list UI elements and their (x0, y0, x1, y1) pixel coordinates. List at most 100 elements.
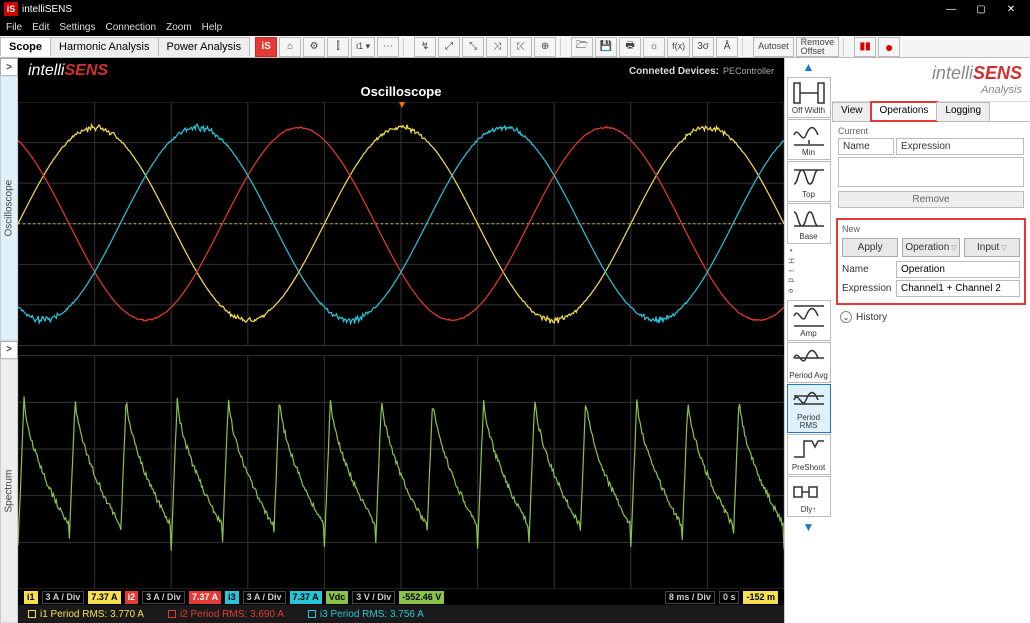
measure-preshoot[interactable]: PreShoot (787, 434, 831, 475)
toolbar-button[interactable]: ⫿ (327, 37, 349, 57)
measure-icon (791, 437, 827, 463)
toolbar-button[interactable]: ↯ (414, 37, 436, 57)
titlebar: iS intelliSENS — ▢ ✕ (0, 0, 1030, 18)
measure-top[interactable]: Top (787, 161, 831, 202)
measure-min[interactable]: Min (787, 119, 831, 160)
tab-scope[interactable]: Scope (0, 37, 51, 56)
toolbar-button[interactable]: Å (716, 37, 738, 57)
scope-title: Oscilloscope (18, 84, 784, 102)
measure-icon (791, 479, 827, 505)
rms-readout: i2 Period RMS: 3.690 A (168, 609, 284, 620)
scroll-down-icon[interactable]: ▼ (787, 518, 831, 536)
legend-chip[interactable]: Vdc (326, 591, 349, 604)
vtab-spectrum[interactable]: Spectrum (0, 359, 18, 623)
legend-chip[interactable]: i1 (24, 591, 38, 604)
measure-icon (791, 206, 827, 232)
legend-chip[interactable]: 7.37 A (290, 591, 322, 604)
apply-button[interactable]: Apply (842, 238, 898, 257)
expand-button-2[interactable]: > (0, 341, 18, 359)
measure-off-width[interactable]: Off Width (787, 77, 831, 118)
toolbar-button[interactable]: 3σ (692, 37, 714, 57)
app-icon: iS (4, 2, 18, 16)
maximize-button[interactable]: ▢ (966, 4, 996, 15)
legend-chip[interactable]: 7.37 A (88, 591, 120, 604)
legend-chip[interactable]: 3 V / Div (352, 591, 395, 604)
toolbar-button[interactable]: iS (255, 37, 277, 57)
right-panel: intelliSENS Analysis ViewOperationsLoggi… (832, 58, 1030, 623)
legend-chip[interactable]: 0 s (719, 591, 740, 604)
measurement-tools: ▲ Off WidthMinTopBase• H i d eAmpPeriod … (784, 58, 832, 623)
legend-chip[interactable]: -152 m (743, 591, 778, 604)
tab-harmonic-analysis[interactable]: Harmonic Analysis (50, 37, 158, 56)
legend-chip[interactable]: -552.46 V (399, 591, 444, 604)
record-button[interactable]: ● (878, 37, 900, 57)
toolbar-button[interactable]: ⋯ (377, 37, 399, 57)
toolbar-button[interactable]: ⤡ (462, 37, 484, 57)
panel-tab-view[interactable]: View (832, 102, 872, 121)
toolbar-button[interactable]: ⤢ (438, 37, 460, 57)
col-name-header: Name (838, 138, 894, 155)
menu-help[interactable]: Help (202, 22, 223, 33)
expression-label: Expression (842, 283, 894, 294)
remove-button[interactable]: Remove (838, 191, 1024, 208)
toolbar-button[interactable]: 💾 (595, 37, 617, 57)
operation-dropdown[interactable]: Operation▽ (902, 238, 959, 257)
panel-tab-logging[interactable]: Logging (936, 102, 990, 121)
measure-period-avg[interactable]: Period Avg (787, 342, 831, 383)
toolbar-button[interactable]: 🖶 (619, 37, 641, 57)
history-toggle[interactable]: ⌄History (832, 305, 1030, 329)
measure-icon (791, 164, 827, 190)
minimize-button[interactable]: — (936, 4, 966, 15)
toolbar-button[interactable]: f(x) (667, 37, 690, 57)
legend-chip[interactable]: 3 A / Div (142, 591, 185, 604)
legend-chip[interactable]: i3 (225, 591, 239, 604)
toolbar-button[interactable]: ☼ (643, 37, 665, 57)
rms-readout: i1 Period RMS: 3.770 A (28, 609, 144, 620)
expand-button-1[interactable]: > (0, 58, 18, 76)
input-dropdown[interactable]: Input▽ (964, 238, 1020, 257)
hide-strip[interactable]: • H i d e (787, 245, 796, 299)
measure-icon (791, 303, 827, 329)
measure-icon (791, 387, 827, 413)
toolbar-button[interactable]: ⊕ (534, 37, 556, 57)
toolbar-button-remove[interactable]: Remove Offset (796, 37, 840, 57)
scroll-up-icon[interactable]: ▲ (787, 58, 831, 76)
panel-tabs: ViewOperationsLogging (832, 102, 1030, 122)
toolbar-button-autoset[interactable]: Autoset (753, 37, 794, 57)
legend-chip[interactable]: 7.37 A (189, 591, 221, 604)
tab-power-analysis[interactable]: Power Analysis (158, 37, 251, 56)
legend-chip[interactable]: i2 (125, 591, 139, 604)
menu-zoom[interactable]: Zoom (166, 22, 192, 33)
measure-amp[interactable]: Amp (787, 300, 831, 341)
operations-list[interactable] (838, 157, 1024, 187)
measure-dly↑[interactable]: Dly↑ (787, 476, 831, 517)
measure-period-rms[interactable]: Period RMS (787, 384, 831, 433)
legend-chip[interactable]: 3 A / Div (243, 591, 286, 604)
toolbar-button[interactable]: ⌂ (279, 37, 301, 57)
measure-base[interactable]: Base (787, 203, 831, 244)
toolbar-button[interactable]: 🗁 (571, 37, 593, 57)
current-section-label: Current (838, 126, 1024, 136)
col-expression-header: Expression (896, 138, 1024, 155)
name-input[interactable]: Operation (896, 261, 1020, 278)
toolbar-button[interactable]: ⤨ (486, 37, 508, 57)
legend-chip[interactable]: 3 A / Div (42, 591, 85, 604)
connected-devices: Conneted Devices:PEController (629, 66, 774, 77)
toolbar-button[interactable]: i1 ▾ (351, 37, 375, 57)
vtab-oscilloscope[interactable]: Oscilloscope (0, 76, 18, 341)
panel-tab-operations[interactable]: Operations (871, 102, 938, 121)
main-tabbar: ScopeHarmonic AnalysisPower Analysis iS⌂… (0, 36, 1030, 58)
toolbar-button[interactable]: ⚙ (303, 37, 325, 57)
close-button[interactable]: ✕ (996, 4, 1026, 15)
menu-file[interactable]: File (6, 22, 22, 33)
toolbar-button[interactable]: ⤪ (510, 37, 532, 57)
channel-legend: i13 A / Div7.37 Ai23 A / Div7.37 Ai33 A … (18, 589, 784, 605)
legend-chip[interactable]: 8 ms / Div (665, 591, 715, 604)
pause-button[interactable]: ▮▮ (854, 37, 876, 57)
expression-input[interactable]: Channel1 + Channel 2 (896, 280, 1020, 297)
new-section-label: New (842, 224, 1020, 234)
menu-settings[interactable]: Settings (59, 22, 95, 33)
menu-connection[interactable]: Connection (106, 22, 157, 33)
plot-area[interactable] (18, 102, 784, 589)
menu-edit[interactable]: Edit (32, 22, 49, 33)
